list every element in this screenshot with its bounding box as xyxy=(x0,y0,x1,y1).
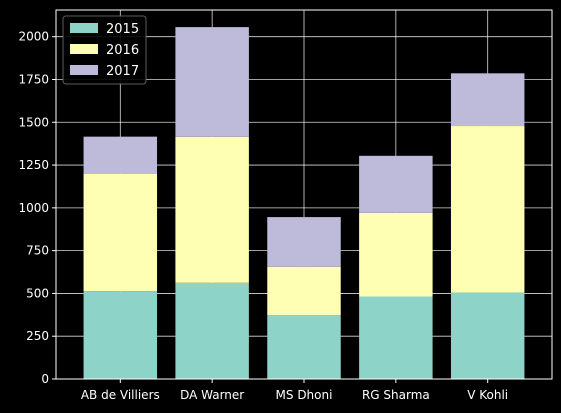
bar-2015-ab-de-villiers xyxy=(83,291,158,379)
x-tick-label: AB de Villiers xyxy=(81,388,160,402)
y-tick-label: 2000 xyxy=(18,30,49,44)
bar-2015-da-warner xyxy=(175,282,249,379)
legend-label-2015: 2015 xyxy=(106,22,139,37)
y-tick-label: 0 xyxy=(41,372,49,386)
legend-label-2017: 2017 xyxy=(106,64,139,79)
bar-2016-v-kohli xyxy=(450,126,525,293)
bar-2015-ms-dhoni xyxy=(267,315,341,379)
y-tick-label: 750 xyxy=(26,244,49,258)
x-tick-label: RG Sharma xyxy=(362,388,430,402)
bar-2015-rg-sharma xyxy=(359,296,433,379)
y-tick-label: 1750 xyxy=(18,72,49,86)
y-tick-label: 1000 xyxy=(18,201,49,215)
legend-label-2016: 2016 xyxy=(106,43,139,58)
x-axis: AB de Villiers DA Warner MS Dhoni RG Sharma… xyxy=(81,379,508,402)
bar-2017-rg-sharma xyxy=(359,155,433,213)
bar-2017-da-warner xyxy=(175,27,249,137)
bar-2017-ab-de-villiers xyxy=(83,136,158,174)
legend-swatch-2016 xyxy=(70,44,98,54)
x-tick-label: DA Warner xyxy=(180,388,244,402)
bars xyxy=(83,27,525,379)
x-tick-label: V Kohli xyxy=(467,388,508,402)
y-tick-label: 1250 xyxy=(18,158,49,172)
bar-2016-rg-sharma xyxy=(359,212,433,297)
legend: 2015 2016 2017 xyxy=(62,15,147,85)
y-tick-label: 500 xyxy=(26,286,49,300)
legend-swatch-2015 xyxy=(70,23,98,33)
bar-2016-da-warner xyxy=(175,136,249,283)
bar-2016-ms-dhoni xyxy=(267,266,341,316)
legend-swatch-2017 xyxy=(70,65,98,75)
bar-2016-ab-de-villiers xyxy=(83,173,158,292)
bar-2017-ms-dhoni xyxy=(267,217,341,267)
x-tick-label: MS Dhoni xyxy=(276,388,333,402)
bar-2017-v-kohli xyxy=(450,73,525,127)
bar-2015-v-kohli xyxy=(450,292,525,379)
y-axis: 0 250 500 750 1000 1250 1500 1750 2000 xyxy=(18,30,56,386)
y-tick-label: 1500 xyxy=(18,115,49,129)
y-tick-label: 250 xyxy=(26,329,49,343)
